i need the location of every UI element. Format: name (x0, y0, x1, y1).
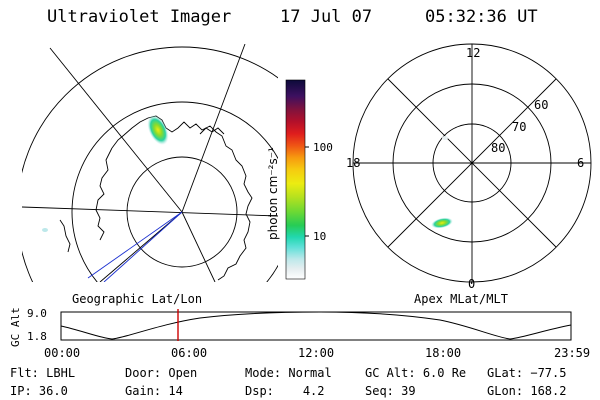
glon-field: GLon: 168.2 (487, 385, 566, 397)
meridian-line (181, 211, 216, 282)
gain-value: 14 (168, 384, 183, 398)
time-tick-label: 23:59 (554, 346, 590, 360)
aurora-emission (431, 217, 453, 229)
aurora-emission-faint (442, 136, 448, 140)
mlt-label-12: 12 (466, 46, 480, 60)
aurora-emission-faint (42, 228, 48, 232)
timeline-axis-label: GC Alt (9, 307, 22, 347)
time-tick-label: 18:00 (425, 346, 461, 360)
colorbar-unit-label: photon cm⁻²s⁻¹ (266, 147, 280, 240)
glat-label: GLat: (487, 366, 524, 380)
gain-label: Gain: (125, 384, 162, 398)
mode-value: Normal (288, 366, 332, 380)
altitude-timeline: GC Alt 9.0 1.8 (9, 307, 572, 347)
time-label: 05:32:36 UT (425, 7, 538, 27)
seq-value: 39 (401, 384, 416, 398)
colorbar-scale (285, 79, 306, 280)
timeline-frame (60, 311, 572, 341)
aurora-emission (147, 115, 169, 145)
door-field: Door: Open (125, 367, 197, 379)
date-label: 17 Jul 07 (280, 7, 373, 27)
door-label: Door: (125, 366, 162, 380)
geographic-map (22, 44, 278, 282)
ip-label: IP: (10, 384, 32, 398)
coastline-fragment (59, 219, 71, 253)
glon-label: GLon: (487, 384, 524, 398)
glat-value: −77.5 (530, 366, 567, 380)
door-value: Open (168, 366, 198, 380)
gcalt-label: GC Alt: (365, 366, 416, 380)
flt-label: Flt: (10, 366, 39, 380)
dsp-value: 4.2 (302, 384, 325, 398)
flt-value: LBHL (46, 366, 76, 380)
colorbar-tick-label: 10 (313, 230, 326, 243)
altitude-curve (60, 311, 572, 340)
ip-field: IP: 36.0 (10, 385, 68, 397)
mlt-label-0: 0 (468, 277, 475, 291)
mlat-label-60: 60 (534, 98, 548, 112)
timeline-y-max: 9.0 (27, 307, 47, 320)
seq-field: Seq: 39 (365, 385, 416, 397)
dsp-label: Dsp: (245, 384, 274, 398)
polar-caption: Apex MLat/MLT (414, 292, 508, 306)
mlt-label-6: 6 (577, 156, 584, 170)
gcalt-field: GC Alt: 6.0 Re (365, 367, 466, 379)
ip-value: 36.0 (38, 384, 68, 398)
latitude-circle-inner (126, 156, 238, 268)
map-caption: Geographic Lat/Lon (72, 292, 202, 306)
meridian-line (22, 206, 278, 217)
time-tick-label: 12:00 (298, 346, 334, 360)
coastline-fragment (199, 127, 225, 135)
gcalt-value: 6.0 Re (422, 366, 467, 380)
colorbar: 100 10 photon cm⁻²s⁻¹ (266, 79, 333, 280)
time-tick-label: 00:00 (44, 346, 80, 360)
projection-line (87, 211, 183, 279)
latitude-circle-mid (71, 101, 278, 282)
colorbar-tick-label: 100 (313, 141, 333, 154)
glon-value: 168.2 (530, 384, 567, 398)
mode-field: Mode: Normal (245, 367, 332, 379)
time-tick-label: 06:00 (171, 346, 207, 360)
mlt-diagonal (387, 78, 557, 248)
meridian-line (49, 47, 183, 213)
latitude-circle-outer (22, 46, 278, 282)
mlat-label-80: 80 (491, 141, 505, 155)
glat-field: GLat: −77.5 (487, 367, 566, 379)
mode-label: Mode: (245, 366, 282, 380)
flt-field: Flt: LBHL (10, 367, 75, 379)
seq-label: Seq: (365, 384, 394, 398)
projection-line (103, 211, 183, 282)
gain-field: Gain: 14 (125, 385, 183, 397)
app-title: Ultraviolet Imager (47, 7, 232, 27)
polar-plot (352, 43, 592, 283)
mlt-label-18: 18 (346, 156, 360, 170)
meridian-line (181, 44, 246, 213)
timeline-y-min: 1.8 (27, 330, 47, 343)
dsp-field: Dsp: 4.2 (245, 385, 325, 397)
mlat-label-70: 70 (512, 120, 526, 134)
antarctica-coastline (95, 147, 113, 241)
